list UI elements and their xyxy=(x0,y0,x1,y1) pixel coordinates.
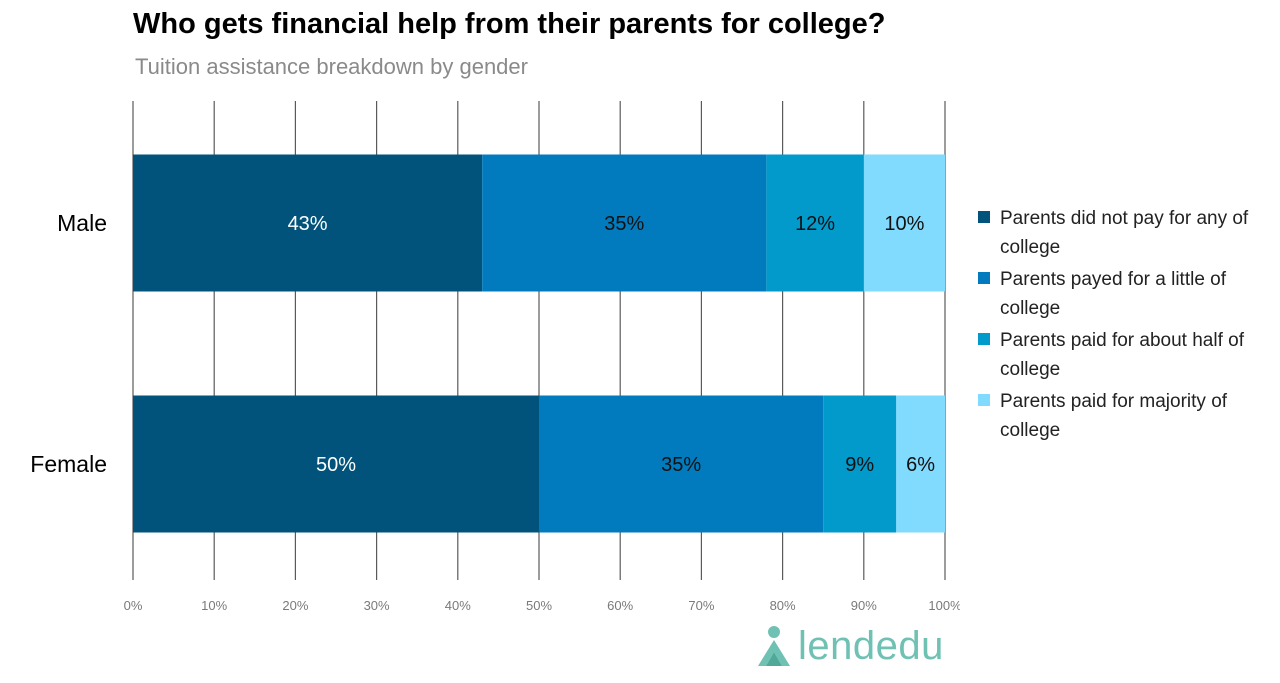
legend-item: Parents payed for a little of college xyxy=(978,265,1268,323)
bar-segment xyxy=(863,154,945,292)
legend-item: Parents did not pay for any of college xyxy=(978,204,1268,262)
legend-swatch xyxy=(978,272,990,284)
category-label: Female xyxy=(30,451,107,477)
data-label: 50% xyxy=(316,454,356,476)
legend: Parents did not pay for any of college Pa… xyxy=(978,204,1268,448)
legend-label: Parents did not pay for any of college xyxy=(1000,208,1249,258)
legend-label: Parents paid for about half of college xyxy=(1000,330,1244,380)
chart-subtitle: Tuition assistance breakdown by gender xyxy=(135,54,528,79)
bar-segment xyxy=(896,395,945,533)
x-tick-label: 0% xyxy=(124,598,143,613)
data-label: 12% xyxy=(795,213,835,235)
data-label: 9% xyxy=(845,454,874,476)
x-tick-label: 80% xyxy=(770,598,796,613)
legend-swatch xyxy=(978,333,990,345)
data-label: 10% xyxy=(884,213,924,235)
data-label: 6% xyxy=(906,454,935,476)
x-tick-label: 30% xyxy=(364,598,390,613)
data-label: 35% xyxy=(604,213,644,235)
bar-segment xyxy=(482,154,767,292)
category-label: Male xyxy=(57,210,107,236)
chart-title: Who gets financial help from their paren… xyxy=(133,8,886,40)
x-tick-label: 70% xyxy=(688,598,714,613)
bar-segment xyxy=(133,395,539,533)
stacked-bar-chart: 43% 35% 12% 10% 50% 35% 9% 6% Male Female 0% 10% 2… xyxy=(30,101,960,613)
legend-label: Parents payed for a little of college xyxy=(1000,269,1227,319)
x-tick-label: 10% xyxy=(201,598,227,613)
lendedu-logo-icon xyxy=(758,626,790,666)
bar-segment xyxy=(766,154,864,292)
x-tick-label: 60% xyxy=(607,598,633,613)
x-tick-label: 90% xyxy=(851,598,877,613)
x-tick-label: 50% xyxy=(526,598,552,613)
legend-swatch xyxy=(978,394,990,406)
data-labels: 43% 35% 12% 10% 50% 35% 9% 6% xyxy=(288,213,936,476)
bars xyxy=(133,154,945,533)
x-tick-label: 100% xyxy=(928,598,960,613)
x-tick-label: 20% xyxy=(282,598,308,613)
bar-segment xyxy=(823,395,897,533)
data-label: 35% xyxy=(661,454,701,476)
category-labels: Male Female xyxy=(30,210,107,477)
legend-item: Parents paid for about half of college xyxy=(978,326,1268,384)
logo-wordmark: lendedu xyxy=(798,624,944,668)
legend-label: Parents paid for majority of college xyxy=(1000,391,1228,441)
x-tick-label: 40% xyxy=(445,598,471,613)
legend-swatch xyxy=(978,211,990,223)
x-axis-ticks: 0% 10% 20% 30% 40% 50% 60% 70% 80% 90% 100% xyxy=(124,598,960,613)
data-label: 43% xyxy=(288,213,328,235)
bar-segment xyxy=(539,395,824,533)
legend-item: Parents paid for majority of college xyxy=(978,387,1268,445)
bar-segment xyxy=(133,154,483,292)
